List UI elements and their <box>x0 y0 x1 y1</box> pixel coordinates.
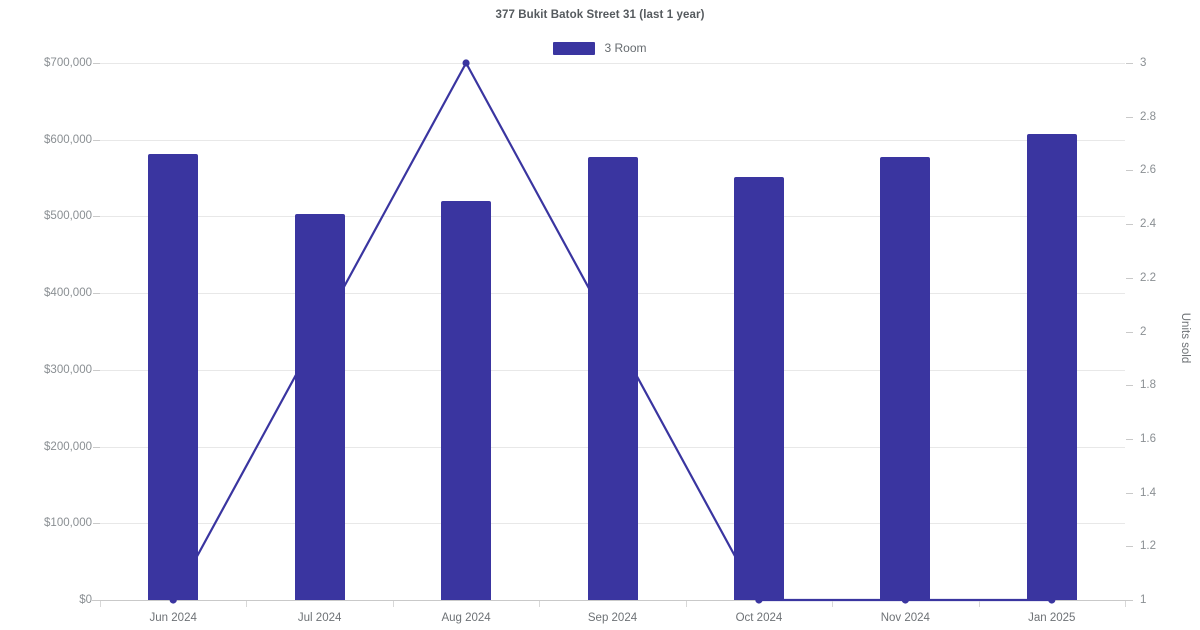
y-axis-left-tick-mark <box>93 293 100 295</box>
chart-legend: 3 Room <box>0 41 1200 55</box>
legend-swatch-icon <box>553 41 596 55</box>
y-axis-right-tick-mark <box>1126 600 1133 601</box>
x-axis-tick-mark <box>539 601 541 607</box>
x-axis-tick-mark <box>685 601 687 607</box>
x-axis-tick-label: Jul 2024 <box>297 612 342 624</box>
y-axis-left-tick-label: $100,000 <box>44 517 92 530</box>
y-axis-left-tick-mark <box>93 446 100 448</box>
x-axis-tick-mark <box>978 601 980 607</box>
x-axis-tick-label: Jun 2024 <box>149 612 197 624</box>
y-axis-right-tick-label: 1.8 <box>1140 379 1156 392</box>
y-axis-right-tick-label: 2 <box>1140 325 1147 338</box>
y-axis-right-tick-label: 3 <box>1140 57 1147 69</box>
y-axis-left-tick-mark <box>93 216 100 218</box>
y-axis-right-tick-mark <box>1126 63 1133 64</box>
bar-nov-2024[interactable] <box>880 157 931 600</box>
bar-sep-2024[interactable] <box>587 157 638 600</box>
bar-jun-2024[interactable] <box>148 154 199 600</box>
y-axis-left-tick-label: $0 <box>79 594 92 606</box>
legend-item-label: 3 Room <box>604 41 647 55</box>
y-axis-right-tick-mark <box>1126 277 1133 279</box>
y-axis-right-tick-label: 1 <box>1140 594 1147 606</box>
y-axis-left-tick-mark <box>93 600 100 601</box>
y-axis-right-tick-label: 1.6 <box>1140 432 1156 445</box>
bar-oct-2024[interactable] <box>733 176 784 600</box>
x-axis-tick-label: Oct 2024 <box>735 612 783 624</box>
x-axis-line <box>92 600 1133 601</box>
gridline-horizontal <box>100 139 1125 141</box>
gridline-horizontal <box>100 63 1125 64</box>
bar-jul-2024[interactable] <box>294 214 345 600</box>
y-axis-right-tick-label: 1.2 <box>1140 540 1156 553</box>
y-axis-right-tick-mark <box>1126 170 1133 172</box>
y-axis-left-tick-label: $700,000 <box>44 57 92 69</box>
y-axis-left-tick-label: $200,000 <box>44 440 92 453</box>
bar-jan-2025[interactable] <box>1026 134 1077 600</box>
y-axis-right-tick-mark <box>1126 116 1133 118</box>
y-axis-right-tick-label: 2.4 <box>1140 218 1156 231</box>
y-axis-right-title: Units sold <box>1179 312 1191 364</box>
y-axis-right-tick-label: 2.2 <box>1140 271 1156 284</box>
y-axis-right-tick-mark <box>1126 492 1133 494</box>
y-axis-left-tick-mark <box>93 523 100 525</box>
y-axis-left-tick-label: $400,000 <box>44 287 92 300</box>
y-axis-right-tick-mark <box>1126 331 1133 333</box>
y-axis-right-tick-mark <box>1126 385 1133 387</box>
x-axis-tick-mark <box>1125 601 1126 607</box>
y-axis-left-tick-label: $500,000 <box>44 210 92 223</box>
y-axis-right-tick-label: 2.8 <box>1140 110 1156 123</box>
y-axis-left-tick-mark <box>93 63 100 64</box>
x-axis-tick-mark <box>246 601 248 607</box>
y-axis-left-tick-label: $600,000 <box>44 133 92 146</box>
x-axis-tick-mark <box>392 601 394 607</box>
y-axis-right-tick-label: 1.4 <box>1140 486 1156 499</box>
x-axis-tick-label: Aug 2024 <box>441 612 491 624</box>
x-axis-tick-label: Nov 2024 <box>880 612 930 624</box>
chart-title: 377 Bukit Batok Street 31 (last 1 year) <box>495 9 705 21</box>
y-axis-left-tick-label: $300,000 <box>44 363 92 376</box>
y-axis-right-tick-mark <box>1126 438 1133 440</box>
y-axis-right-tick-mark <box>1126 546 1133 548</box>
bar-aug-2024[interactable] <box>441 201 492 600</box>
y-axis-right-tick-mark <box>1126 224 1133 226</box>
y-axis-left-tick-mark <box>93 139 100 141</box>
x-axis-tick-label: Jan 2025 <box>1028 612 1076 624</box>
y-axis-right-tick-label: 2.6 <box>1140 164 1156 177</box>
y-axis-left-tick-mark <box>93 369 100 371</box>
legend-item-0[interactable]: 3 Room <box>553 41 647 55</box>
x-axis-tick-mark <box>100 601 101 607</box>
x-axis-tick-label: Sep 2024 <box>587 612 638 624</box>
x-axis-tick-mark <box>832 601 834 607</box>
